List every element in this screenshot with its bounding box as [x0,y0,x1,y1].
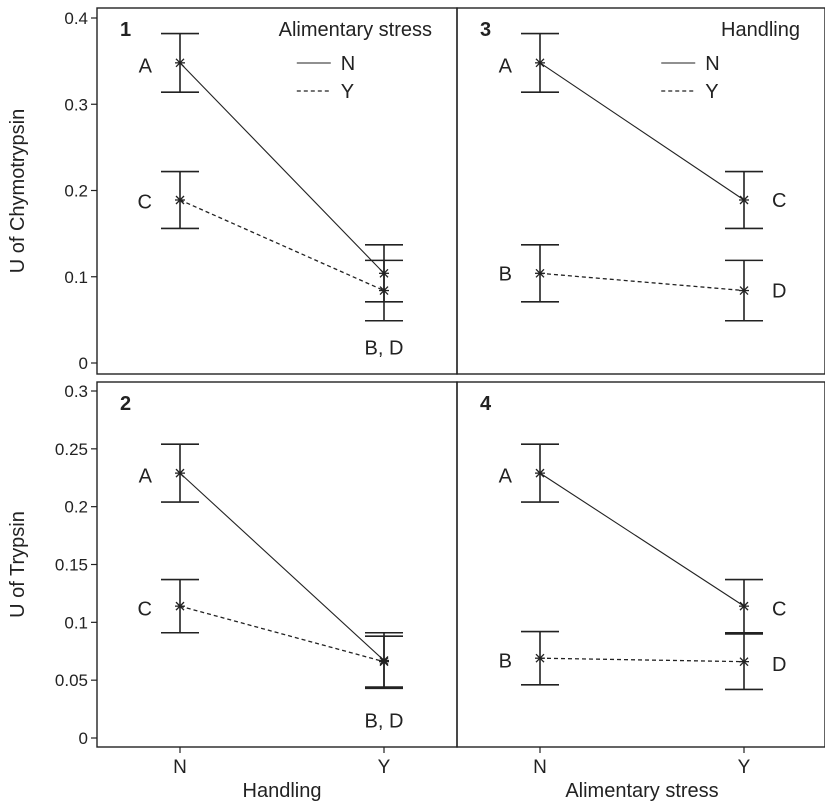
series-line-N [539,62,745,201]
x-tick-label: N [173,757,187,778]
y-tick-label: 0.25 [55,440,88,459]
legend-label-Y: Y [705,81,718,103]
significance-label: A [499,55,513,77]
panel-title: Alimentary stress [279,19,432,41]
x-tick-label: Y [378,757,391,778]
significance-label: C [772,190,786,212]
significance-label: D [772,654,786,676]
series-line-Y [539,272,745,292]
panel-4: N Y Alimentary stress 4 A B C D [456,381,825,802]
legend-label-Y: Y [341,81,354,103]
x-tick-label: Y [738,757,751,778]
y-axis-label: U of Chymotrypsin [7,109,29,274]
y-tick-label: 0.1 [64,268,88,287]
data-point-N-N [535,58,545,68]
panel-number: 4 [480,393,492,415]
data-point-Y-N [175,195,185,205]
series-line-Y [539,657,745,663]
y-tick-label: 0.2 [64,498,88,517]
panel-number: 3 [480,19,491,41]
significance-label: A [139,465,153,487]
data-point-N-Y [739,601,749,611]
series-line-N [179,62,385,274]
y-tick-label: 0.15 [55,556,88,575]
significance-label: B, D [365,337,404,359]
data-point-Y-Y [739,657,749,667]
significance-label: C [138,192,152,214]
significance-label: B [499,651,512,673]
significance-label: A [499,465,513,487]
significance-label: A [139,55,153,77]
data-point-N-N [175,468,185,478]
y-tick-label: 0.3 [64,95,88,114]
y-tick-label: 0.4 [64,9,88,28]
panel-frame [96,381,458,748]
panel-frame [456,7,825,375]
data-point-Y-Y [739,286,749,296]
panel-number: 1 [120,19,131,41]
data-point-Y-Y [379,286,389,296]
panel-title: Handling [721,19,800,41]
data-point-Y-N [535,268,545,278]
panel-number: 2 [120,393,131,415]
y-tick-label: 0.05 [55,671,88,690]
series-line-Y [179,605,385,663]
panel-frame [456,381,825,748]
y-tick-label: 0.3 [64,382,88,401]
legend-label-N: N [341,53,355,75]
panel-2: 0 0.05 0.1 0.15 0.2 0.25 0.3 N Y Handling U of Try… [7,381,458,802]
significance-label: D [772,281,786,303]
data-point-N-N [535,468,545,478]
x-axis-label: Alimentary stress [565,780,718,802]
significance-label: B [499,263,512,285]
significance-label: C [138,598,152,620]
data-point-Y-N [535,653,545,663]
data-point-Y-Y [379,657,389,667]
data-point-Y-N [175,601,185,611]
significance-label: C [772,598,786,620]
data-point-N-Y [739,195,749,205]
y-tick-label: 0.2 [64,182,88,201]
y-tick-label: 0 [79,354,88,373]
legend: NY [661,53,720,103]
significance-label: B, D [365,711,404,733]
x-axis-label: Handling [243,780,322,802]
y-tick-label: 0.1 [64,613,88,632]
series-line-N [539,472,745,607]
y-tick-label: 0 [79,729,88,748]
legend: NY [296,53,355,103]
data-point-N-N [175,58,185,68]
series-line-N [179,472,385,661]
legend-label-N: N [705,53,719,75]
panel-1: 0 0.1 0.2 0.3 0.4 U of Chymotrypsin 1 Alimentar… [7,7,458,375]
y-axis-label: U of Trypsin [7,511,29,618]
x-tick-label: N [533,757,547,778]
series-line-Y [179,199,385,292]
